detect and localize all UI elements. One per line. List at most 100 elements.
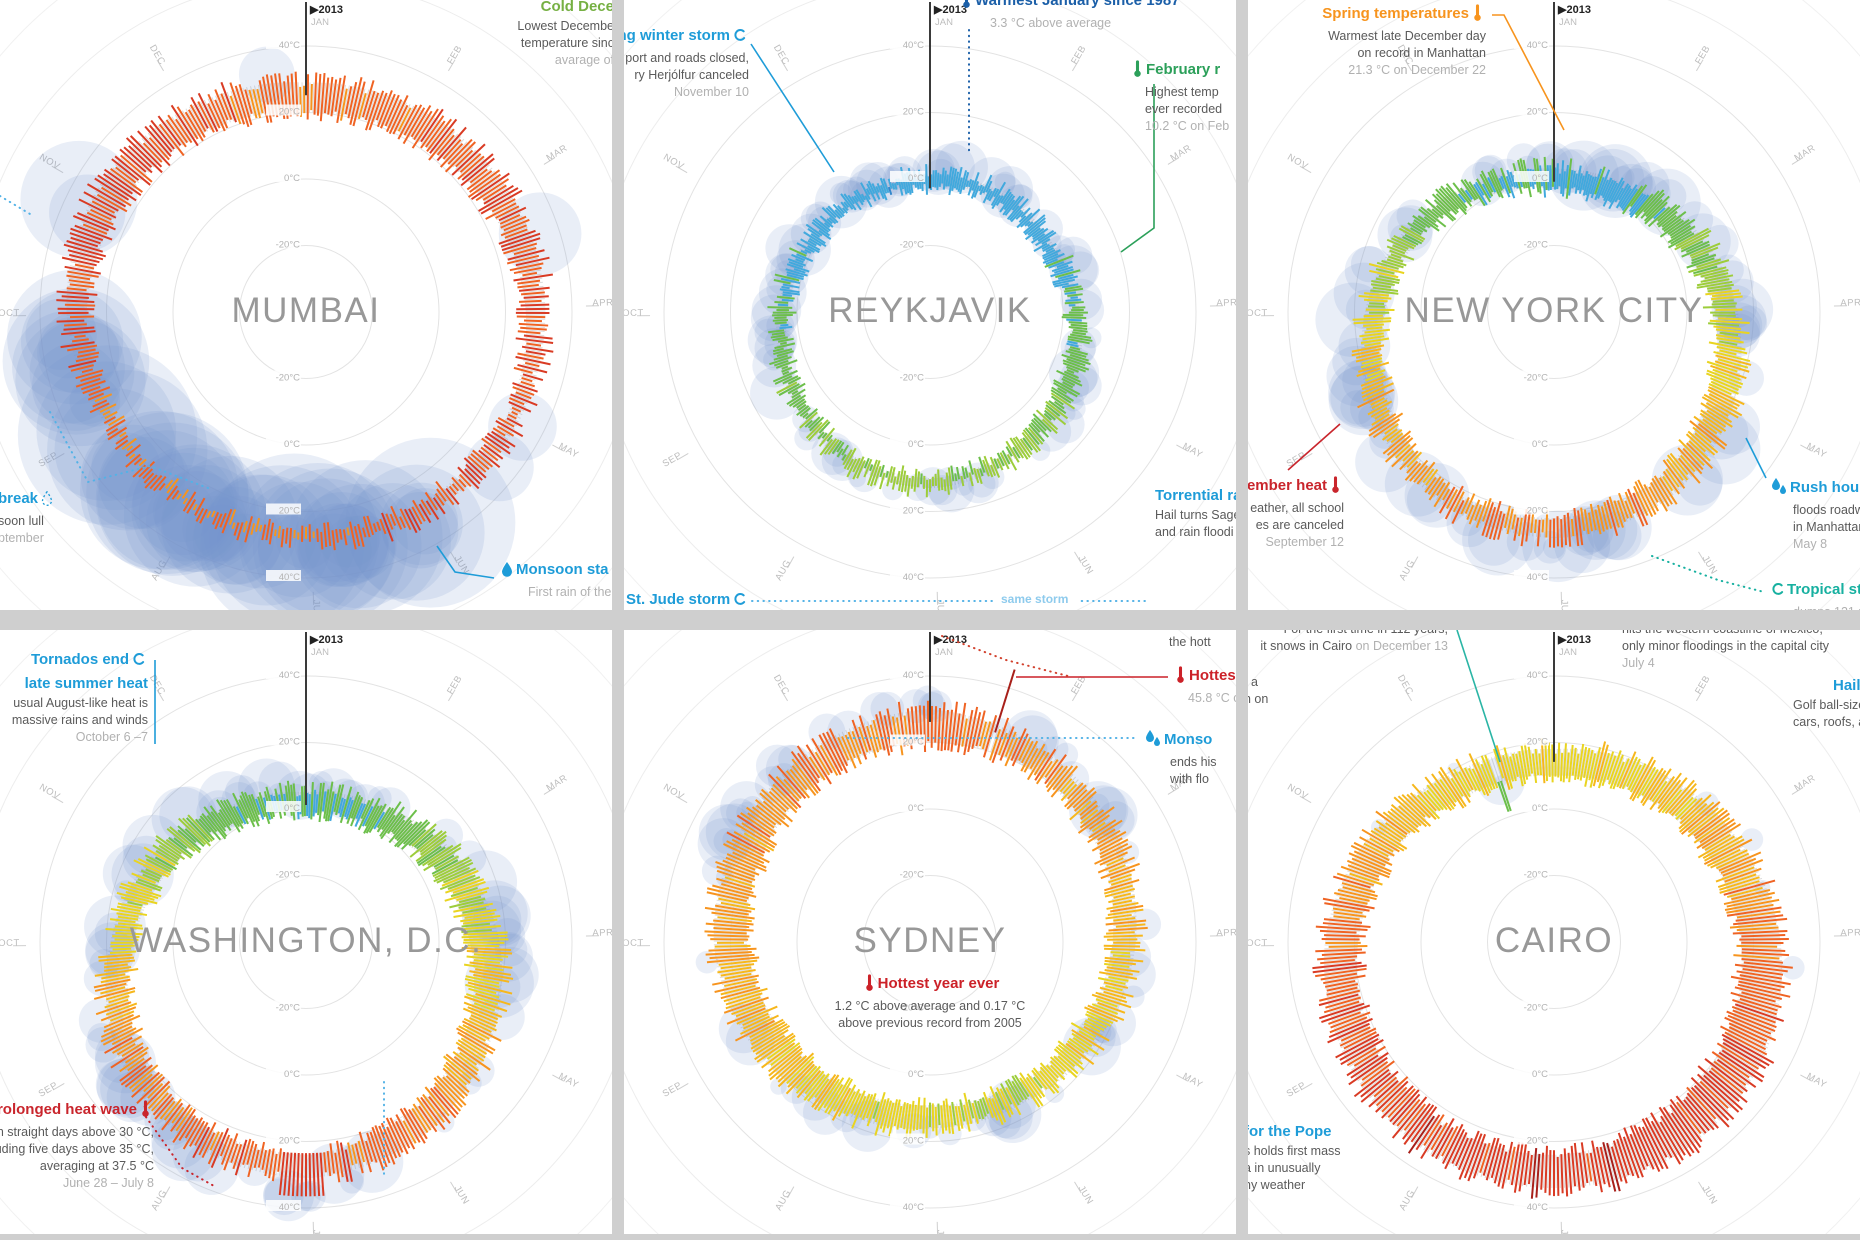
month-label: OCT (624, 938, 644, 949)
month-label: MAR (1793, 143, 1818, 164)
month-label: DEC (147, 43, 167, 67)
month-label: JUL (934, 1229, 945, 1234)
svg-text:-20°C: -20°C (900, 1003, 925, 1014)
svg-text:40°C: 40°C (279, 1202, 300, 1213)
leader-lines (847, 635, 1168, 739)
month-label: APR (1216, 927, 1236, 938)
month-label: FEB (1693, 44, 1713, 67)
year-label: ▶2013 (309, 634, 343, 646)
month-label: MAY (1805, 1071, 1829, 1091)
svg-text:40°C: 40°C (903, 1202, 924, 1213)
month-label: MAY (557, 441, 581, 461)
jan-label: JAN (311, 647, 329, 658)
svg-text:40°C: 40°C (1527, 40, 1548, 51)
year-label: ▶2013 (933, 634, 967, 646)
svg-text:-20°C: -20°C (900, 373, 925, 384)
leader-lines (145, 660, 385, 1187)
month-label: AUG (1397, 1188, 1417, 1213)
month-label: AUG (773, 1188, 793, 1213)
svg-text:20°C: 20°C (279, 1136, 300, 1147)
month-label: NOV (1285, 152, 1310, 173)
month-label: MAR (1169, 773, 1194, 794)
month-label: SEP (661, 450, 684, 470)
ring-labels: 40°C20°C0°C-20°C-20°C0°C20°C40°C (890, 668, 925, 1213)
svg-text:20°C: 20°C (279, 506, 300, 517)
svg-text:20°C: 20°C (279, 107, 300, 118)
jan-label: JAN (935, 17, 953, 28)
month-label: MAR (545, 773, 570, 794)
svg-text:20°C: 20°C (279, 737, 300, 748)
svg-text:0°C: 0°C (1532, 439, 1548, 450)
month-label: APR (592, 927, 612, 938)
month-label: MAR (545, 143, 570, 164)
svg-text:20°C: 20°C (903, 107, 924, 118)
svg-text:0°C: 0°C (1532, 173, 1548, 184)
svg-text:20°C: 20°C (903, 1136, 924, 1147)
month-label: NOV (37, 782, 62, 803)
panel-cairo: FEB MAR APR MAY JUN JUL AUG SEP OCT NOV DEC ▶2013 JA… (1248, 630, 1860, 1234)
svg-text:20°C: 20°C (903, 737, 924, 748)
month-label: JUL (1558, 1229, 1569, 1234)
month-label: MAY (1181, 441, 1205, 461)
leader-lines (750, 29, 1155, 602)
month-label: SEP (37, 1080, 60, 1100)
month-label: OCT (1248, 938, 1268, 949)
month-label: FEB (1069, 44, 1089, 67)
city-label: REYKJAVIK (828, 291, 1031, 330)
svg-text:0°C: 0°C (284, 803, 300, 814)
city-label: CAIRO (1495, 921, 1613, 960)
month-label: JUN (1076, 1184, 1096, 1207)
city-label: WASHINGTON, D.C. (130, 921, 483, 960)
month-label: OCT (0, 938, 20, 949)
month-label: NOV (661, 782, 686, 803)
year-label: ▶2013 (1557, 4, 1591, 16)
month-label: NOV (661, 152, 686, 173)
city-label: MUMBAI (232, 291, 381, 330)
year-label: ▶2013 (1557, 634, 1591, 646)
svg-text:20°C: 20°C (1527, 107, 1548, 118)
average-band (105, 791, 503, 1179)
leader-lines (1287, 14, 1767, 593)
svg-text:40°C: 40°C (279, 40, 300, 51)
svg-text:40°C: 40°C (903, 572, 924, 583)
radial-weather-chart: FEBMARAPRMAYJUNJULAUGSEPOCTNOVDEC▶2013JA… (0, 0, 612, 610)
radial-weather-chart: FEBMARAPRMAYJUNJULAUGSEPOCTNOVDEC▶2013JA… (0, 630, 612, 1234)
month-label: AUG (773, 558, 793, 583)
month-label: DEC (1395, 673, 1415, 697)
average-band (713, 709, 1137, 1129)
svg-text:-20°C: -20°C (1524, 373, 1549, 384)
month-label: DEC (147, 673, 167, 697)
panel-mumbai: FEBMARAPRMAYJUNJULAUGSEPOCTNOVDEC▶2013JA… (0, 0, 612, 610)
month-label: JUL (310, 599, 321, 610)
month-label: DEC (771, 673, 791, 697)
jan-label: JAN (935, 647, 953, 658)
average-band (1323, 748, 1783, 1189)
svg-text:0°C: 0°C (908, 173, 924, 184)
svg-text:40°C: 40°C (1527, 572, 1548, 583)
month-label: MAY (1805, 441, 1829, 461)
svg-text:0°C: 0°C (908, 803, 924, 814)
month-label: MAR (1169, 143, 1194, 164)
panel-washington-dc: FEB MAR APR MAY JUN JUL AUG SEP OCT NOV DEC ▶2013 JA… (0, 630, 612, 1234)
ring-labels: 40°C20°C0°C-20°C-20°C0°C20°C40°C (266, 38, 301, 583)
average-band (66, 82, 546, 542)
month-label: OCT (0, 308, 20, 319)
month-label: OCT (624, 308, 644, 319)
month-label: DEC (771, 43, 791, 67)
ring-labels: 40°C20°C0°C-20°C-20°C0°C20°C40°C (1514, 668, 1549, 1213)
month-label: JUN (1700, 1184, 1720, 1207)
radial-weather-chart: FEBMARAPRMAYJUNJULAUGSEPOCTNOVDEC▶2013JA… (1248, 0, 1860, 610)
svg-text:-20°C: -20°C (900, 240, 925, 251)
month-label: APR (1840, 297, 1860, 308)
panel-reykjavik: FEB MAR APR MAY JUN JUL AUG SEP OCT NOV DEC ▶2013 JA… (624, 0, 1236, 610)
svg-text:-20°C: -20°C (276, 240, 301, 251)
grid-rings (624, 630, 1236, 1234)
svg-text:0°C: 0°C (284, 439, 300, 450)
month-label: SEP (661, 1080, 684, 1100)
month-label: AUG (1397, 558, 1417, 583)
month-label: FEB (1693, 674, 1713, 697)
